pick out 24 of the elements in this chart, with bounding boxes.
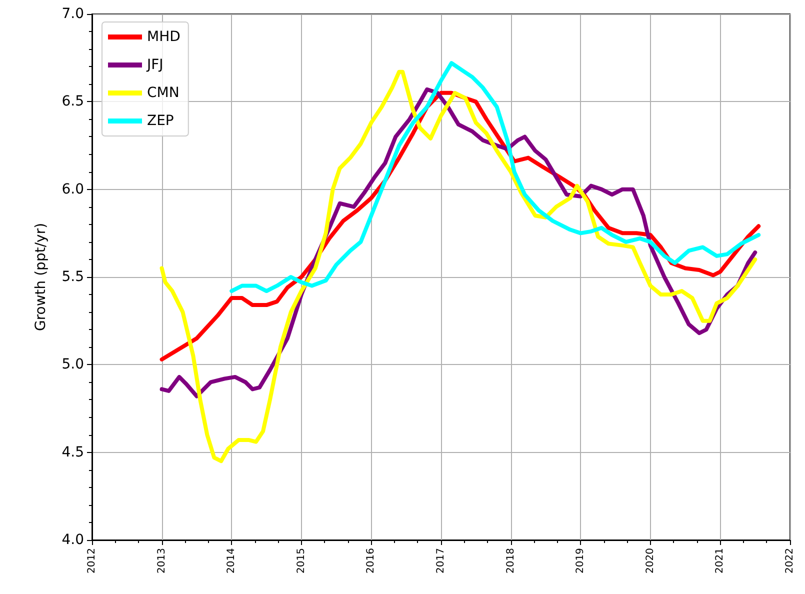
legend-label: JFJ [146, 57, 164, 73]
line-series [230, 61, 761, 294]
x-tick-label: 2012 [86, 548, 98, 574]
y-tick-label: 6.5 [62, 94, 84, 110]
y-tick-label: 4.5 [62, 444, 84, 460]
x-tick-label: 2018 [505, 548, 516, 574]
y-axis-title: Growth (ppt/yr) [33, 222, 49, 332]
y-tick-label: 6.0 [62, 181, 84, 198]
y-tick-label: 5.0 [62, 356, 84, 373]
x-tick-label: 2015 [296, 548, 307, 574]
x-tick-label: 2021 [714, 548, 726, 574]
legend-label: ZEP [147, 113, 174, 129]
x-tick-label: 2022 [784, 548, 796, 574]
x-tick-label: 2019 [575, 548, 586, 574]
x-tick-label: 2020 [644, 548, 656, 574]
x-tick-label: 2017 [436, 548, 446, 574]
legend-label: CMN [147, 85, 180, 101]
x-tick-label: 2013 [156, 548, 168, 574]
x-tick-label: 2016 [366, 548, 377, 574]
y-tick-label: 4.0 [62, 532, 84, 548]
legend-label: MHD [147, 29, 180, 45]
y-tick-label: 7.0 [62, 6, 84, 22]
x-tick-label: 2014 [226, 548, 238, 574]
y-tick-label: 5.5 [62, 269, 84, 285]
